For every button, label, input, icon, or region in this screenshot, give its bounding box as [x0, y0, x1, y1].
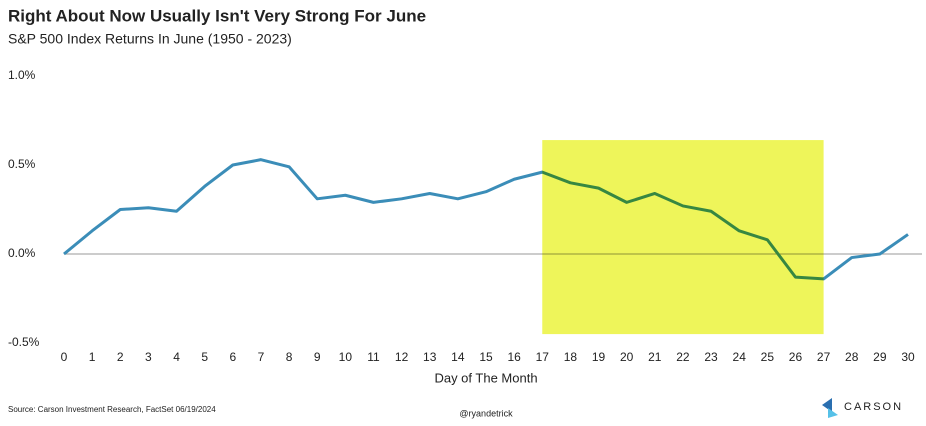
- x-tick-label: 29: [873, 350, 887, 364]
- x-tick-label: 7: [258, 350, 265, 364]
- x-tick-label: 25: [761, 350, 775, 364]
- chart-subtitle: S&P 500 Index Returns In June (1950 - 20…: [8, 31, 292, 47]
- x-tick-label: 3: [145, 350, 152, 364]
- brand-logo: CARSON: [822, 398, 903, 418]
- x-tick-label: 27: [817, 350, 831, 364]
- y-tick-label: 0.0%: [8, 246, 36, 260]
- y-tick-label: 0.5%: [8, 157, 36, 171]
- x-tick-label: 18: [564, 350, 578, 364]
- x-tick-label: 20: [620, 350, 634, 364]
- x-tick-label: 21: [648, 350, 662, 364]
- y-tick-label: -0.5%: [8, 335, 40, 349]
- logo-mark: [822, 398, 832, 412]
- x-tick-label: 0: [61, 350, 68, 364]
- x-tick-label: 2: [117, 350, 124, 364]
- x-tick-label: 9: [314, 350, 321, 364]
- x-tick-label: 14: [451, 350, 465, 364]
- x-tick-label: 1: [89, 350, 96, 364]
- x-tick-label: 23: [704, 350, 718, 364]
- y-tick-label: 1.0%: [8, 68, 36, 82]
- x-tick-label: 12: [395, 350, 409, 364]
- x-tick-label: 15: [479, 350, 493, 364]
- brand-name: CARSON: [844, 401, 903, 413]
- x-tick-label: 24: [733, 350, 747, 364]
- highlight-region: [542, 140, 824, 335]
- chart-title: Right About Now Usually Isn't Very Stron…: [8, 6, 426, 25]
- x-tick-label: 17: [536, 350, 550, 364]
- x-tick-label: 10: [339, 350, 353, 364]
- x-tick-label: 5: [201, 350, 208, 364]
- logo-mark: [828, 408, 838, 418]
- x-tick-label: 28: [845, 350, 859, 364]
- x-tick-label: 19: [592, 350, 606, 364]
- x-tick-label: 13: [423, 350, 437, 364]
- x-tick-label: 8: [286, 350, 293, 364]
- x-tick-label: 6: [229, 350, 236, 364]
- x-tick-label: 22: [676, 350, 690, 364]
- handle: @ryandetrick: [459, 408, 513, 418]
- x-tick-label: 30: [901, 350, 915, 364]
- x-tick-label: 16: [507, 350, 521, 364]
- source-note: Source: Carson Investment Research, Fact…: [8, 405, 216, 414]
- x-tick-label: 11: [367, 350, 380, 364]
- x-tick-label: 26: [789, 350, 803, 364]
- x-tick-label: 4: [173, 350, 180, 364]
- x-axis-title: Day of The Month: [434, 370, 537, 385]
